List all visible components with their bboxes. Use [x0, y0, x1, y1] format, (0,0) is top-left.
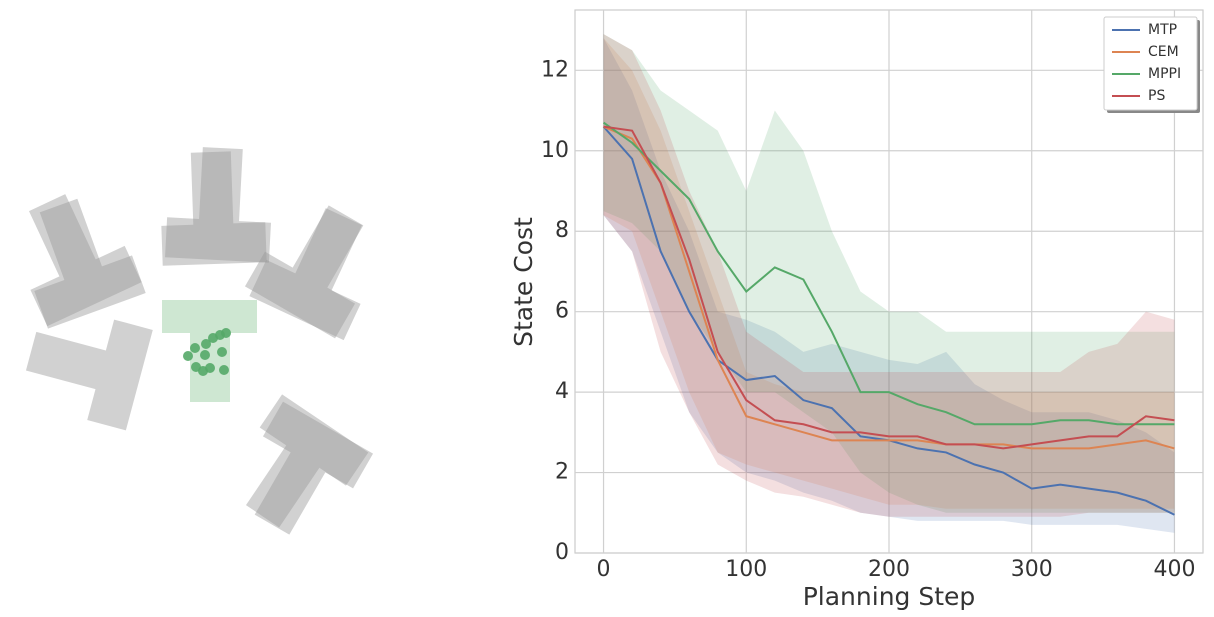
- legend-label: PS: [1148, 88, 1165, 104]
- confidence-band: [603, 38, 1175, 533]
- y-tick-label: 8: [555, 218, 569, 243]
- y-tick-label: 4: [555, 379, 569, 404]
- y-tick-label: 6: [555, 299, 569, 324]
- legend-label: MTP: [1148, 22, 1177, 38]
- x-axis-label: Planning Step: [803, 582, 976, 611]
- legend: MTP CEM MPPI PS: [1103, 16, 1200, 113]
- confidence-band: [603, 34, 1175, 513]
- x-tick-label: 100: [725, 557, 767, 582]
- x-tick-label: 200: [868, 557, 910, 582]
- y-tick-label: 0: [555, 540, 569, 565]
- series-line: [603, 125, 1175, 450]
- t-shape: [158, 150, 267, 266]
- series-line: [603, 125, 1175, 450]
- t-shape: [244, 189, 392, 339]
- series-line: [602, 121, 1175, 426]
- y-tick-label: 12: [541, 57, 569, 82]
- legend-label: MPPI: [1148, 66, 1181, 82]
- x-tick-label: 0: [597, 557, 611, 582]
- confidence-band: [603, 34, 1175, 517]
- x-tick-label: 400: [1153, 557, 1195, 582]
- confidence-band: [603, 38, 1175, 509]
- particles: [183, 328, 231, 376]
- illustration: [0, 145, 392, 551]
- legend-box: [1103, 16, 1198, 111]
- legend-label: CEM: [1148, 44, 1179, 60]
- y-tick-label: 10: [541, 138, 569, 163]
- t-shape: [17, 300, 153, 431]
- y-axis-label: State Cost: [509, 217, 538, 347]
- goal-shape: [162, 300, 257, 402]
- y-tick-label: 2: [555, 460, 569, 485]
- x-tick-label: 300: [1011, 557, 1053, 582]
